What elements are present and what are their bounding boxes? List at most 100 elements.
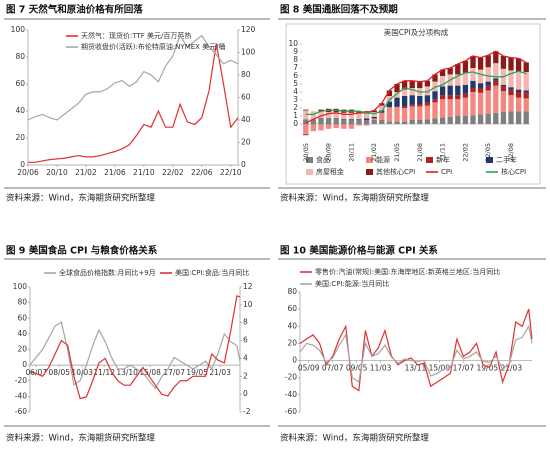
figure-title: 图 7 天然气和原油价格有所回落 <box>6 4 143 16</box>
bar-segment <box>318 109 324 112</box>
bar-segment <box>371 120 377 124</box>
bar-segment <box>417 81 423 88</box>
y2-tick-label: -2 <box>243 407 251 416</box>
bar-segment <box>470 56 476 68</box>
y-tick-label: 4 <box>293 87 298 96</box>
bar-segment <box>363 118 370 120</box>
legend-label: 新车 <box>436 155 450 164</box>
bar-segment <box>508 70 514 88</box>
x-tick-label: 10/03 <box>71 368 93 377</box>
bar-segment <box>379 105 385 111</box>
bar-segment <box>500 112 507 124</box>
bar-segment <box>485 85 491 91</box>
x-tick-label: 19/05 <box>186 368 208 377</box>
series-line <box>29 295 241 400</box>
y-tick-label: 0 <box>292 356 297 365</box>
legend-label: 期货收盘价(活跃):布伦特原油:NYMEX 美元/桶 <box>81 42 226 51</box>
figure-title: 图 8 美国通胀回落不及预期 <box>280 4 398 16</box>
x-tick-label: 11/12 <box>93 368 115 377</box>
legend-label: 美国:CPI:能源:当月同比 <box>315 279 389 288</box>
bar-segment <box>386 90 393 96</box>
bar-segment <box>439 117 446 124</box>
bar-segment <box>455 64 461 75</box>
legend-label: 能源 <box>376 155 390 164</box>
y-tick-label: 40 <box>15 106 25 115</box>
y-tick-label: 3 <box>293 95 298 104</box>
bar-segment <box>462 116 469 124</box>
y-tick-label: 100 <box>11 25 26 34</box>
legend-swatch <box>366 169 373 175</box>
y-tick-label: 20 <box>17 345 27 354</box>
bar-segment <box>356 120 362 124</box>
bar-segment <box>417 120 423 124</box>
bar-segment <box>310 119 317 124</box>
x-tick-label: 17/07 <box>163 368 185 377</box>
bar-segment <box>371 116 377 119</box>
x-tick-label: 21/06 <box>104 168 126 177</box>
y-tick-label: -40 <box>15 391 27 400</box>
bar-segment <box>523 90 529 93</box>
y-tick-label: 80 <box>15 52 25 61</box>
y-tick-label: 2 <box>293 103 298 112</box>
x-tick-label: 13/10 <box>116 368 138 377</box>
bar-segment <box>424 102 431 106</box>
x-tick-label: 21/03 <box>209 368 231 377</box>
bar-segment <box>303 109 309 111</box>
bar-segment <box>493 63 499 79</box>
y-tick-label: 0 <box>20 160 25 169</box>
bar-segment <box>515 92 522 98</box>
bar-segment <box>379 120 385 124</box>
bar-segment <box>470 68 476 81</box>
bar-segment <box>394 106 400 108</box>
legend-label: 全球食品价格指数:月同比+9月 <box>59 268 156 277</box>
chart-frame <box>285 23 541 185</box>
bar-segment <box>485 90 491 114</box>
bar-segment <box>356 124 362 126</box>
x-tick-label: 20/11 <box>347 143 355 162</box>
bar-segment <box>310 124 317 132</box>
bar-segment <box>333 124 339 128</box>
bar-segment <box>523 111 529 124</box>
x-tick-label: 21/02 <box>370 143 378 162</box>
y2-tick-label: 40 <box>241 115 251 124</box>
y-tick-label: 5 <box>293 79 298 88</box>
bar-segment <box>447 68 453 75</box>
bar-segment <box>363 113 370 119</box>
bar-segment <box>455 95 461 100</box>
bar-segment <box>303 119 309 124</box>
bar-segment <box>409 95 415 105</box>
legend-label: 房屋租金 <box>316 167 344 176</box>
legend-label: 二手车 <box>496 155 517 164</box>
bar-segment <box>477 92 484 115</box>
bar-segment <box>363 124 370 126</box>
figure-title: 图 9 美国食品 CPI 与粮食价格关系 <box>6 245 158 257</box>
x-tick-label: 17/07 <box>453 364 475 373</box>
x-tick-label: 22/02 <box>162 168 184 177</box>
bar-segment <box>508 57 514 71</box>
series-line <box>28 43 239 163</box>
x-tick-label: 21/03 <box>500 364 522 373</box>
bar-segment <box>325 124 332 129</box>
bar-segment <box>333 118 339 120</box>
bar-segment <box>477 88 484 93</box>
y-tick-label: 0 <box>22 360 27 369</box>
bar-segment <box>318 118 324 120</box>
y-tick-label: -60 <box>285 407 297 416</box>
bar-segment <box>386 121 393 124</box>
bar-segment <box>394 121 400 124</box>
legend-swatch <box>366 157 373 163</box>
bar-segment <box>439 86 446 96</box>
bar-segment <box>493 80 499 86</box>
x-tick-label: 15/08 <box>139 368 161 377</box>
bar-segment <box>394 97 400 107</box>
bar-segment <box>318 119 324 124</box>
y-tick-label: 8 <box>293 55 298 64</box>
legend-label: CPI <box>441 168 452 176</box>
bar-segment <box>356 119 362 120</box>
bar-segment <box>409 120 415 124</box>
y-tick-label: 40 <box>287 321 297 330</box>
bar-segment <box>515 89 522 92</box>
bar-segment <box>356 113 362 120</box>
x-tick-label: 20/10 <box>46 168 68 177</box>
